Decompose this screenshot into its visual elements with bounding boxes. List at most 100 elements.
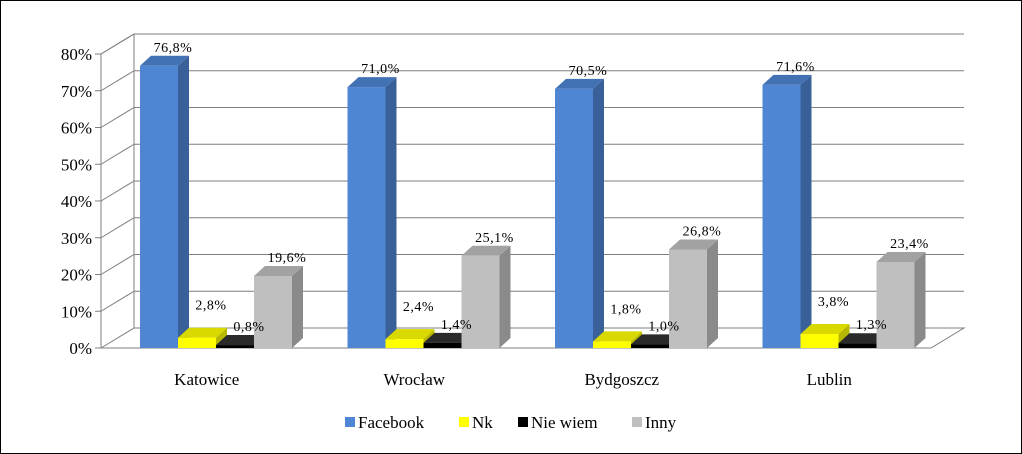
legend-label: Nie wiem xyxy=(531,413,598,432)
bar-top xyxy=(631,334,680,345)
gridline-side xyxy=(100,180,135,202)
bar-side xyxy=(800,74,812,349)
legend-item-inny: Inny xyxy=(632,413,677,432)
y-tick-label: 40% xyxy=(61,192,92,211)
bar-front xyxy=(385,339,424,348)
bar-side xyxy=(499,245,511,348)
bar-inny-bydgoszcz xyxy=(669,239,718,348)
legend-swatch xyxy=(345,417,355,427)
gridline-side xyxy=(100,143,135,165)
bar-front xyxy=(254,275,292,348)
bar-top xyxy=(762,74,812,85)
legend-swatch xyxy=(632,417,642,427)
x-tick-label-lublin: Lublin xyxy=(807,370,853,389)
bar-top xyxy=(555,78,604,89)
bar-inny-wroclaw xyxy=(461,245,511,348)
gridline-side xyxy=(100,70,135,92)
bar-top xyxy=(461,245,511,256)
bar-top xyxy=(216,335,265,346)
bar-side xyxy=(178,55,189,348)
data-label-nie-wiem-wroclaw: 1,4% xyxy=(441,318,472,333)
bar-side xyxy=(385,77,397,348)
data-label-nie-wiem-bydgoszcz: 1,0% xyxy=(648,319,679,334)
data-label-nk-katowice: 2,8% xyxy=(195,299,226,314)
data-label-nk-bydgoszcz: 1,8% xyxy=(610,302,641,317)
bar-top xyxy=(838,333,888,344)
y-tick-label: 50% xyxy=(61,155,92,174)
data-label-facebook-wroclaw: 71,0% xyxy=(361,62,400,77)
bar-side xyxy=(292,265,303,348)
gridline-side xyxy=(100,217,135,239)
bar-top xyxy=(254,265,303,276)
gridline-side xyxy=(100,33,135,55)
gridline-side xyxy=(100,107,135,128)
bar-facebook-wroclaw xyxy=(347,77,397,348)
bar-facebook-lublin xyxy=(762,74,812,349)
data-label-facebook-lublin: 71,6% xyxy=(776,60,815,75)
data-labels: 76,8% 2,8% 0,8% 19,6% 71,0% 2,4% 1,4% 25,1% 70,5… xyxy=(154,41,929,335)
legend-label: Inny xyxy=(645,413,677,432)
x-tick-label-wroclaw: Wrocław xyxy=(383,370,445,389)
bar-top xyxy=(423,332,473,343)
bar-nk-lublin xyxy=(800,324,850,348)
data-label-inny-lublin: 23,4% xyxy=(890,237,929,252)
bar-top xyxy=(800,324,850,335)
y-tick-label: 0% xyxy=(69,339,92,358)
x-tick-label-bydgoszcz: Bydgoszcz xyxy=(584,370,659,389)
bar-front xyxy=(216,345,254,348)
gridline-side xyxy=(100,254,135,275)
bar-front xyxy=(423,342,462,348)
data-label-nie-wiem-lublin: 1,3% xyxy=(856,318,887,333)
bar-side xyxy=(593,78,604,348)
bar-side xyxy=(707,239,718,348)
legend-item-nie-wiem: Nie wiem xyxy=(518,413,598,432)
legend-swatch xyxy=(459,417,469,427)
y-tick-label: 80% xyxy=(61,45,92,64)
gridlines xyxy=(100,33,964,312)
bar-facebook-katowice xyxy=(140,55,189,348)
bar-front xyxy=(800,334,839,348)
bar-front xyxy=(838,343,877,348)
legend-item-nk: Nk xyxy=(459,413,493,432)
bar-inny-lublin xyxy=(876,252,926,348)
bar-front xyxy=(762,84,801,349)
bar-front xyxy=(593,341,631,348)
y-tick-label: 70% xyxy=(61,82,92,101)
y-tick-label: 30% xyxy=(61,229,92,248)
bar-top xyxy=(669,239,718,250)
y-tick-label: 10% xyxy=(61,302,92,321)
legend: Facebook Nk Nie wiem Inny xyxy=(345,413,677,432)
data-label-inny-bydgoszcz: 26,8% xyxy=(683,225,722,240)
data-label-nk-wroclaw: 2,4% xyxy=(403,300,434,315)
data-label-facebook-katowice: 76,8% xyxy=(154,41,193,56)
bar-top xyxy=(593,331,642,342)
bar-top xyxy=(347,77,397,88)
y-tick-label: 20% xyxy=(61,266,92,285)
data-label-facebook-bydgoszcz: 70,5% xyxy=(569,64,608,79)
bar-front xyxy=(347,87,386,348)
bar-front xyxy=(876,262,915,348)
x-tick-label-katowice: Katowice xyxy=(174,370,239,389)
bar-facebook-bydgoszcz xyxy=(555,78,604,348)
bar-top xyxy=(385,329,435,340)
legend-item-facebook: Facebook xyxy=(345,413,425,432)
data-label-nie-wiem-katowice: 0,8% xyxy=(233,320,264,335)
bar-inny-katowice xyxy=(254,265,303,348)
bar-front xyxy=(140,65,178,348)
bar-front xyxy=(555,88,593,348)
gridline-side xyxy=(100,290,135,312)
bar-top xyxy=(140,55,189,66)
data-label-inny-katowice: 19,6% xyxy=(268,251,307,266)
bar-front xyxy=(631,344,669,348)
legend-swatch xyxy=(518,417,528,427)
bars xyxy=(140,55,926,349)
bar-front xyxy=(669,249,707,348)
bar-top xyxy=(178,327,227,338)
bar-top xyxy=(876,252,926,263)
data-label-nk-lublin: 3,8% xyxy=(818,295,849,310)
bar-side xyxy=(914,252,926,348)
y-tick-label: 60% xyxy=(61,119,92,138)
bar-front xyxy=(461,255,500,348)
